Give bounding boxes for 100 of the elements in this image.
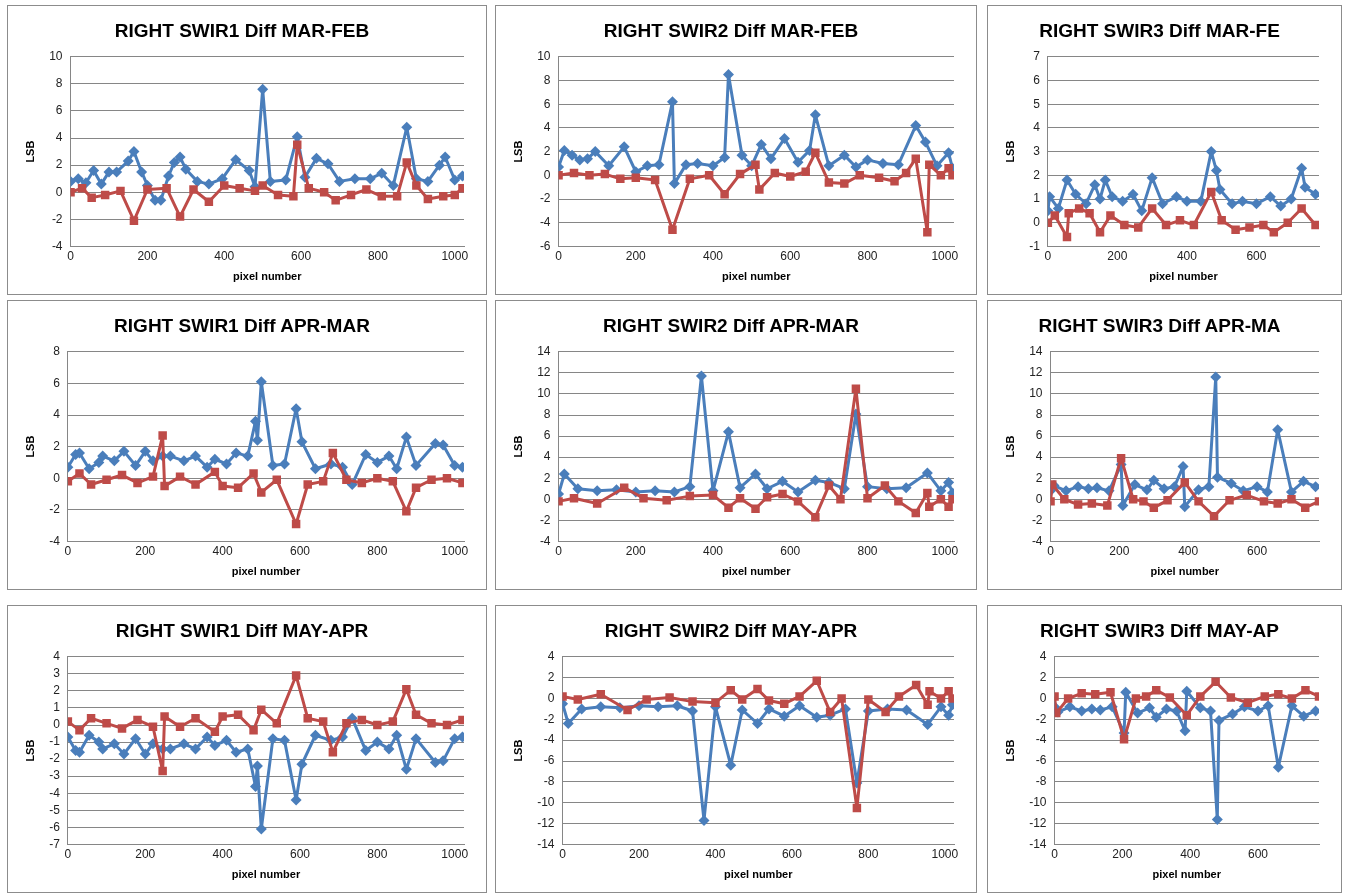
y-tick-label: 0 xyxy=(543,491,551,506)
y-axis-title: LSB xyxy=(1003,435,1016,458)
x-tick-label: 600 xyxy=(780,543,801,558)
x-tick-label: 1000 xyxy=(931,248,959,263)
x-tick-label: 1000 xyxy=(931,846,959,861)
y-tick-label: -2 xyxy=(49,751,61,766)
x-tick-label: 400 xyxy=(1176,248,1198,263)
chart-title: RIGHT SWIR2 Diff MAY-APR xyxy=(604,619,858,641)
y-tick-label: 2 xyxy=(1035,470,1043,485)
x-tick-label: 400 xyxy=(212,543,233,558)
y-tick-label: -6 xyxy=(539,238,551,253)
x-tick-label: 600 xyxy=(781,846,803,861)
y-tick-label: 10 xyxy=(1029,386,1043,401)
y-tick-label: -1 xyxy=(49,734,61,749)
x-tick-label: 800 xyxy=(367,543,388,558)
x-tick-label: 400 xyxy=(703,543,724,558)
y-tick-label: 2 xyxy=(53,683,61,698)
y-tick-label: -3 xyxy=(49,768,61,783)
y-tick-label: -10 xyxy=(1029,795,1047,810)
chart-title: RIGHT SWIR3 Diff MAY-AP xyxy=(1040,619,1280,641)
y-axis-title: LSB xyxy=(23,435,36,458)
y-tick-label: -6 xyxy=(543,753,555,768)
y-tick-label: 0 xyxy=(1039,690,1047,705)
chart-title: RIGHT SWIR3 Diff MAR-FE xyxy=(1039,19,1280,41)
y-tick-label: 3 xyxy=(53,666,61,681)
x-axis-title: pixel number xyxy=(231,565,301,578)
y-axis-title: LSB xyxy=(23,739,36,762)
y-tick-label: 8 xyxy=(543,72,551,87)
x-tick-label: 200 xyxy=(135,543,156,558)
y-tick-label: -14 xyxy=(537,836,555,851)
y-tick-label: 0 xyxy=(543,167,551,182)
y-axis-title: LSB xyxy=(511,140,524,163)
y-tick-label: 4 xyxy=(1039,649,1047,664)
y-tick-label: 3 xyxy=(1033,143,1041,158)
y-tick-label: -2 xyxy=(543,711,555,726)
x-tick-label: 800 xyxy=(857,543,878,558)
y-tick-label: 0 xyxy=(1035,491,1043,506)
y-axis-title: LSB xyxy=(511,435,524,458)
y-tick-label: -8 xyxy=(543,774,555,789)
x-tick-label: 400 xyxy=(212,846,233,861)
y-tick-label: -14 xyxy=(1029,836,1047,851)
y-tick-label: 4 xyxy=(53,649,61,664)
y-tick-label: 0 xyxy=(53,470,61,485)
chart-title: RIGHT SWIR1 Diff MAY-APR xyxy=(115,619,369,641)
x-axis-title: pixel number xyxy=(722,565,792,578)
x-tick-label: 600 xyxy=(1247,846,1269,861)
x-tick-label: 1000 xyxy=(441,248,469,263)
y-tick-label: -5 xyxy=(49,802,61,817)
y-axis-title: LSB xyxy=(1003,140,1016,163)
y-tick-label: -2 xyxy=(1035,711,1047,726)
y-tick-label: 4 xyxy=(543,120,551,135)
y-tick-label: -7 xyxy=(49,836,61,851)
y-tick-label: 10 xyxy=(49,49,63,64)
x-tick-label: 600 xyxy=(289,846,311,861)
y-tick-label: 6 xyxy=(543,428,551,443)
x-tick-label: 800 xyxy=(857,248,878,263)
x-tick-label: 600 xyxy=(291,248,312,263)
y-tick-label: 5 xyxy=(1033,96,1041,111)
y-tick-label: -2 xyxy=(51,211,63,226)
x-tick-label: 400 xyxy=(214,248,235,263)
y-tick-label: 2 xyxy=(53,438,61,453)
y-tick-label: -2 xyxy=(539,191,551,206)
y-tick-label: 12 xyxy=(537,365,551,380)
x-tick-label: 200 xyxy=(1112,846,1133,861)
y-tick-label: -10 xyxy=(537,795,555,810)
x-tick-label: 600 xyxy=(289,543,311,558)
y-tick-label: 8 xyxy=(543,407,551,422)
y-axis-title: LSB xyxy=(23,140,36,163)
y-tick-label: 10 xyxy=(537,386,551,401)
y-axis-title: LSB xyxy=(1003,739,1016,762)
y-tick-label: 8 xyxy=(1035,407,1043,422)
y-tick-label: -4 xyxy=(543,732,555,747)
y-tick-label: 0 xyxy=(1033,215,1041,230)
x-tick-label: 600 xyxy=(1247,543,1268,558)
y-tick-label: 6 xyxy=(1035,428,1043,443)
y-tick-label: 12 xyxy=(1029,365,1043,380)
x-tick-label: 800 xyxy=(858,846,879,861)
x-axis-title: pixel number xyxy=(722,270,792,283)
x-axis-title: pixel number xyxy=(233,270,303,283)
y-tick-label: 6 xyxy=(543,96,551,111)
chart-title: RIGHT SWIR2 Diff MAR-FEB xyxy=(603,19,859,41)
y-tick-label: 6 xyxy=(53,375,61,390)
y-tick-label: -12 xyxy=(537,815,555,830)
y-tick-label: 4 xyxy=(543,449,551,464)
x-tick-label: 200 xyxy=(625,543,647,558)
y-tick-label: -8 xyxy=(1035,774,1047,789)
chart-title: RIGHT SWIR1 Diff MAR-FEB xyxy=(114,19,370,41)
x-tick-label: 400 xyxy=(1180,846,1201,861)
y-tick-label: -4 xyxy=(1031,533,1043,548)
y-tick-label: 4 xyxy=(55,130,63,145)
x-tick-label: 0 xyxy=(67,248,75,263)
x-tick-label: 800 xyxy=(367,846,388,861)
y-tick-label: 2 xyxy=(543,143,551,158)
x-axis-title: pixel number xyxy=(1149,270,1219,283)
x-axis-title: pixel number xyxy=(724,868,794,881)
x-tick-label: 1000 xyxy=(931,543,959,558)
x-tick-label: 400 xyxy=(703,248,724,263)
y-tick-label: 2 xyxy=(1033,167,1041,182)
y-tick-label: 2 xyxy=(543,470,551,485)
x-axis-title: pixel number xyxy=(1150,565,1220,578)
